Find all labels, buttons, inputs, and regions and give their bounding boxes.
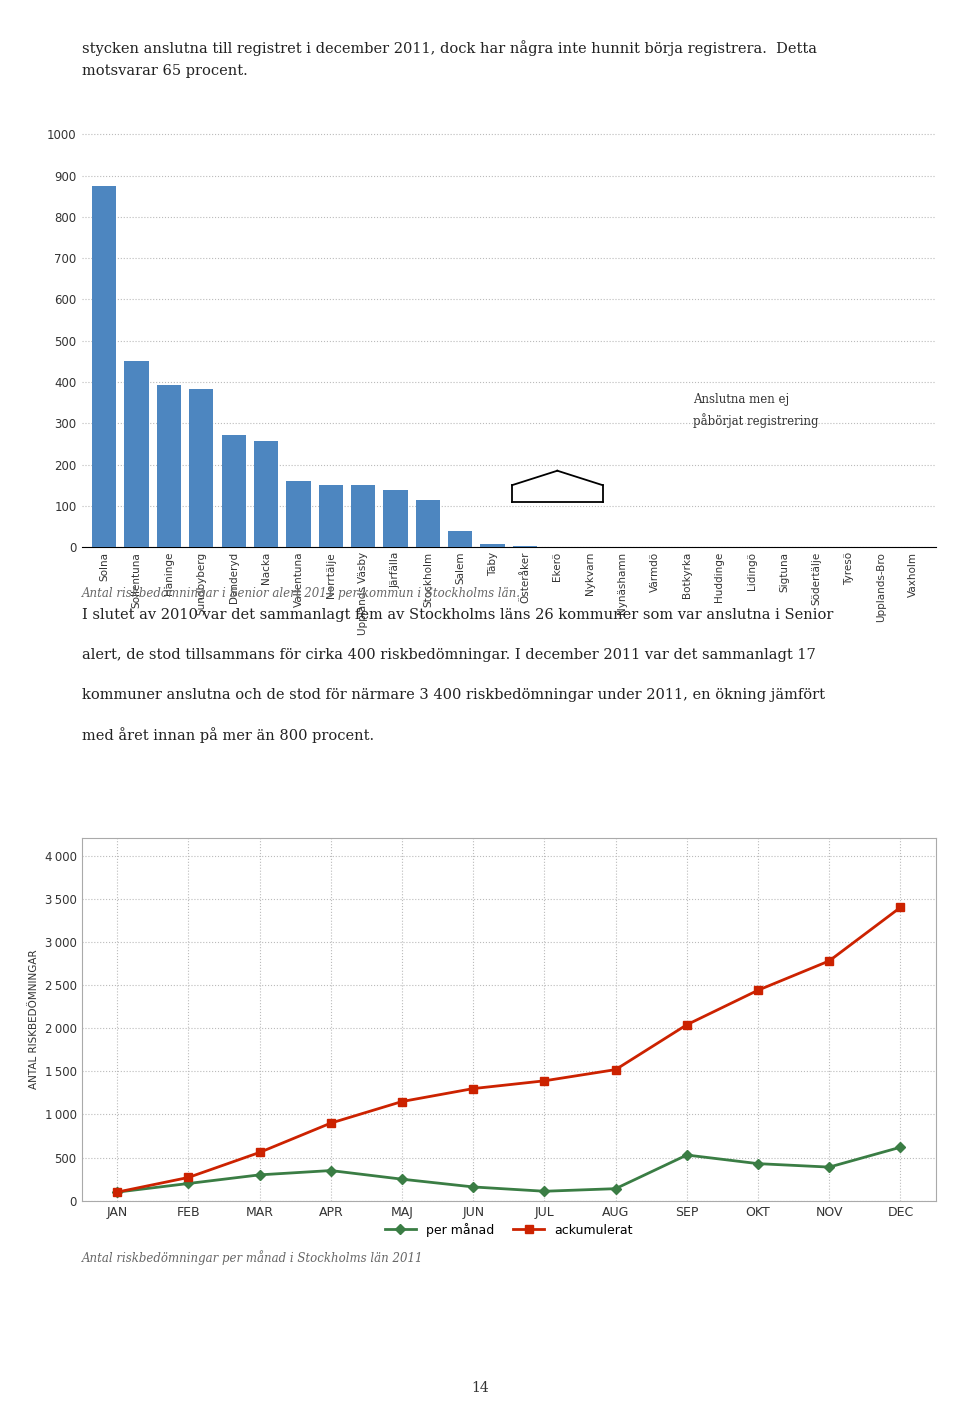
Text: I slutet av 2010 var det sammanlagt fem av Stockholms läns 26 kommuner som var a: I slutet av 2010 var det sammanlagt fem … [82, 608, 833, 622]
Text: med året innan på mer än 800 procent.: med året innan på mer än 800 procent. [82, 728, 373, 743]
Bar [286, 482, 311, 547]
Text: motsvarar 65 procent.: motsvarar 65 procent. [82, 64, 248, 78]
Bar [416, 500, 440, 547]
Text: stycken anslutna till registret i december 2011, dock har några inte hunnit börj: stycken anslutna till registret i decemb… [82, 40, 817, 55]
Bar [222, 435, 246, 547]
Bar [351, 485, 375, 547]
Y-axis label: ANTAL RISKBEDÖMNINGAR: ANTAL RISKBEDÖMNINGAR [29, 949, 39, 1090]
Bar [383, 490, 408, 547]
Bar [254, 442, 278, 547]
Bar [448, 530, 472, 547]
Bar [92, 186, 116, 547]
Text: alert, de stod tillsammans för cirka 400 riskbedömningar. I december 2011 var de: alert, de stod tillsammans för cirka 400… [82, 648, 815, 662]
Text: Antal riskbedömningar per månad i Stockholms län 2011: Antal riskbedömningar per månad i Stockh… [82, 1250, 423, 1265]
Bar [125, 361, 149, 547]
Legend: per månad, ackumulerat: per månad, ackumulerat [380, 1218, 637, 1242]
Text: Antal riskbedömningar i Senior alert 2011 per kommun i Stockholms län.: Antal riskbedömningar i Senior alert 201… [82, 587, 520, 600]
Text: 14: 14 [471, 1381, 489, 1395]
Bar [319, 485, 343, 547]
Bar [156, 385, 181, 547]
Text: kommuner anslutna och de stod för närmare 3 400 riskbedömningar under 2011, en ö: kommuner anslutna och de stod för närmar… [82, 688, 825, 702]
Bar [189, 389, 213, 547]
Bar [481, 544, 505, 547]
Text: Anslutna men ej
påbörjat registrering: Anslutna men ej påbörjat registrering [693, 394, 819, 428]
